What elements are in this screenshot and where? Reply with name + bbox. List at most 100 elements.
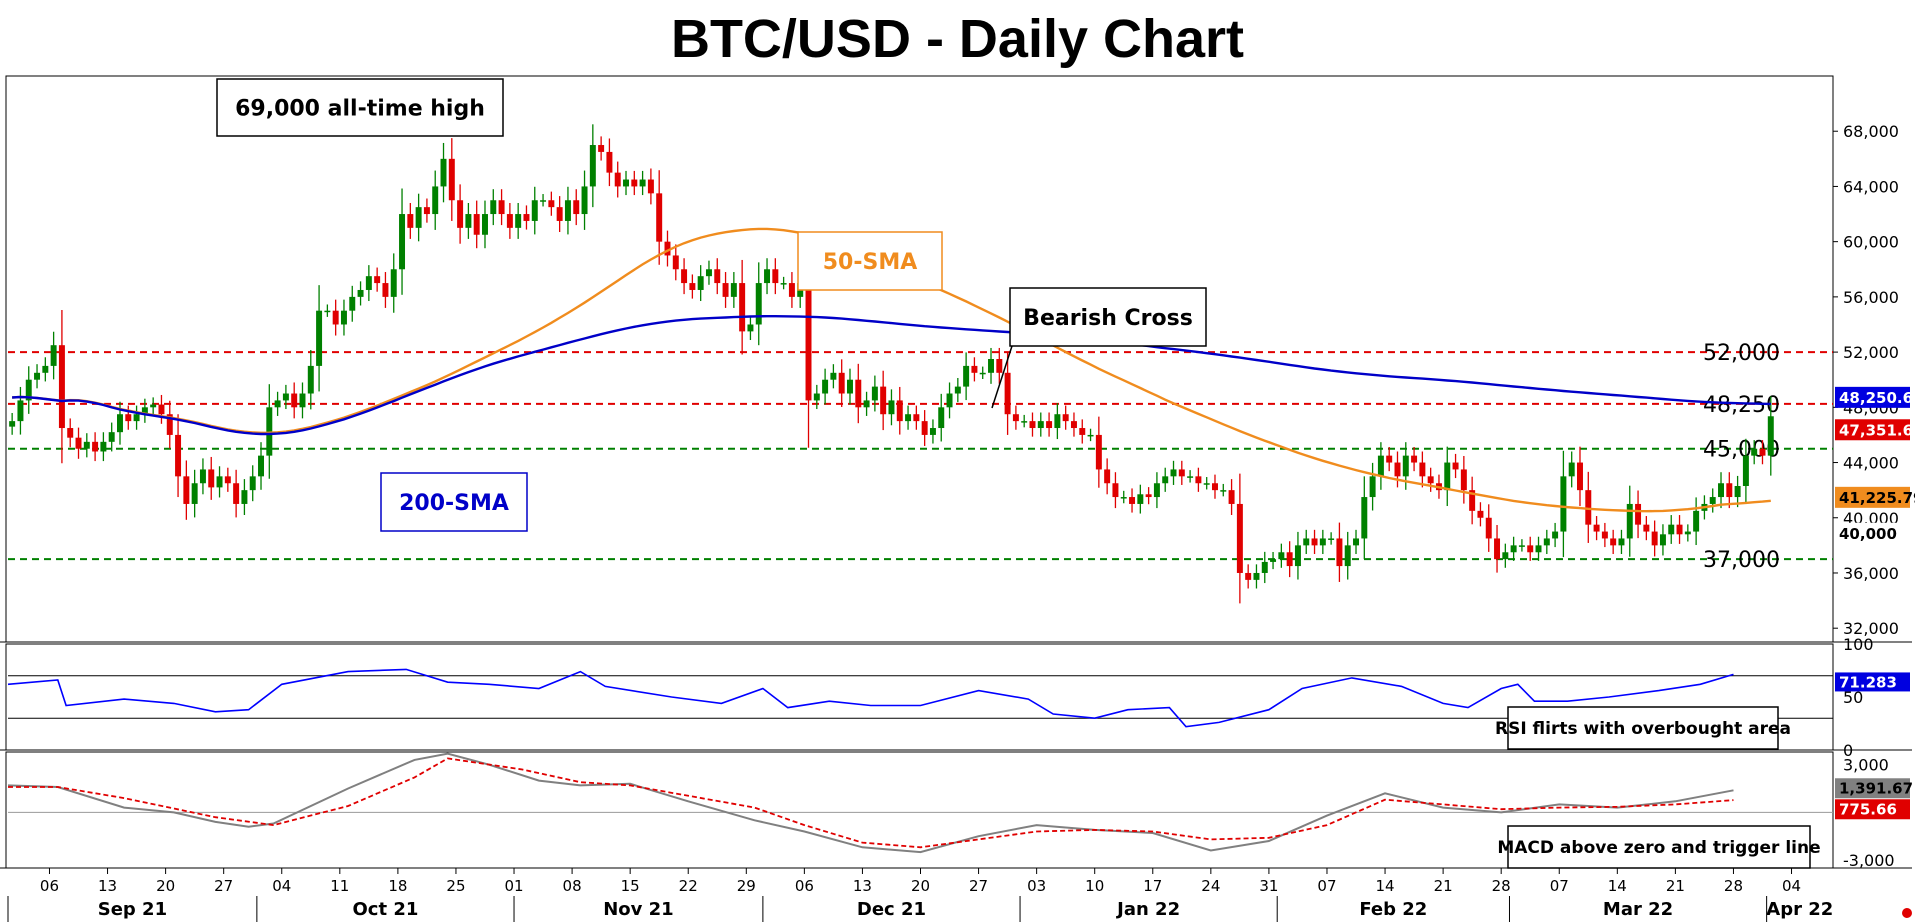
candle [1178, 460, 1185, 485]
candlesticks [9, 124, 1774, 604]
candle [515, 203, 522, 239]
candle [133, 405, 140, 430]
candle [1129, 488, 1136, 513]
candle [1585, 471, 1592, 543]
candle [1261, 551, 1268, 584]
bearish-cross-pointer [991, 345, 1013, 409]
candle [946, 382, 953, 419]
candle [606, 138, 613, 187]
macd-annotation: MACD above zero and trigger line [1497, 825, 1821, 869]
candle [473, 200, 480, 249]
value-tag: 41,225.79 [1835, 486, 1915, 508]
candle [1577, 446, 1583, 507]
rsi-line [7, 668, 1734, 728]
x-tick-label: 27 [214, 877, 233, 895]
candle [233, 469, 240, 518]
candle [166, 400, 173, 449]
x-tick-label: 14 [1608, 877, 1627, 895]
rsi-tick-label: 100 [1843, 635, 1874, 654]
x-tick-label: 11 [330, 877, 349, 895]
candle [1419, 451, 1426, 488]
x-tick-label: 31 [1259, 877, 1278, 895]
candle [1037, 412, 1044, 437]
candle [1510, 536, 1517, 561]
svg-text:71.283: 71.283 [1839, 673, 1897, 691]
candle [1369, 462, 1376, 511]
candle [739, 259, 746, 355]
candle [548, 191, 555, 216]
candle [598, 136, 605, 161]
svg-text:200-SMA: 200-SMA [399, 491, 509, 516]
candle [1120, 490, 1127, 504]
candle [440, 142, 447, 203]
candle [506, 203, 513, 239]
candle [813, 384, 820, 410]
x-tick-label: 04 [272, 877, 291, 895]
candle [1527, 536, 1534, 561]
macd-value-tag: 1,391.67 [1835, 778, 1913, 799]
candle [1070, 412, 1077, 437]
svg-text:MACD above zero and trigger li: MACD above zero and trigger line [1497, 838, 1820, 858]
candle [1187, 470, 1194, 483]
candle [1245, 564, 1252, 589]
value-tag: 47,351.6 [1835, 419, 1913, 441]
x-tick-label: 21 [1434, 877, 1453, 895]
candle [1535, 536, 1542, 561]
month-label: Oct 21 [352, 899, 418, 920]
macd-tick-label: -3,000 [1843, 851, 1895, 870]
svg-text:41,225.79: 41,225.79 [1839, 489, 1915, 507]
candle [1145, 487, 1152, 505]
svg-text:69,000 all-time high: 69,000 all-time high [235, 96, 485, 121]
candle [1452, 453, 1459, 479]
candle [1560, 450, 1567, 558]
candle [1021, 414, 1028, 428]
candle [730, 272, 737, 308]
candle [697, 265, 704, 302]
candle [1253, 564, 1260, 589]
svg-text:RSI flirts with overbought are: RSI flirts with overbought area [1495, 719, 1791, 739]
x-tick-label: 04 [1782, 877, 1801, 895]
y-tick-label: 64,000 [1843, 177, 1899, 196]
candle [183, 460, 190, 520]
candle [1494, 525, 1501, 573]
candle [407, 203, 414, 239]
x-tick-label: 13 [98, 877, 117, 895]
candle [755, 262, 762, 346]
candle [871, 375, 878, 412]
candle [1029, 412, 1036, 437]
candle [631, 170, 638, 196]
candle [1079, 419, 1086, 444]
x-tick-label: 07 [1317, 877, 1336, 895]
candle [349, 285, 356, 322]
candle [988, 347, 994, 384]
candle [705, 260, 712, 285]
macd-line [7, 752, 1734, 854]
candle [1137, 484, 1144, 514]
candle [357, 281, 364, 306]
candle [1427, 467, 1434, 492]
rsi-tick-label: 0 [1843, 741, 1853, 760]
x-tick-label: 28 [1492, 877, 1511, 895]
candle [58, 309, 65, 464]
x-tick-label: 06 [795, 877, 814, 895]
candle [1643, 516, 1650, 541]
candle [1635, 490, 1642, 539]
candle [1618, 529, 1625, 554]
x-tick-label: 20 [156, 877, 175, 895]
candle [75, 427, 82, 459]
candle [365, 265, 372, 302]
x-tick-label: 03 [1027, 877, 1046, 895]
candle [556, 196, 563, 232]
candle [108, 422, 115, 452]
candle [1046, 412, 1053, 437]
candle [498, 189, 505, 226]
candle [1353, 529, 1359, 554]
x-tick-label: 18 [388, 877, 407, 895]
value-tag: 40,000 [1835, 522, 1910, 544]
candle [208, 456, 215, 500]
candle [1742, 438, 1749, 503]
candle [639, 170, 646, 196]
candle [1651, 520, 1658, 557]
candle [324, 304, 331, 317]
candle [457, 184, 464, 244]
